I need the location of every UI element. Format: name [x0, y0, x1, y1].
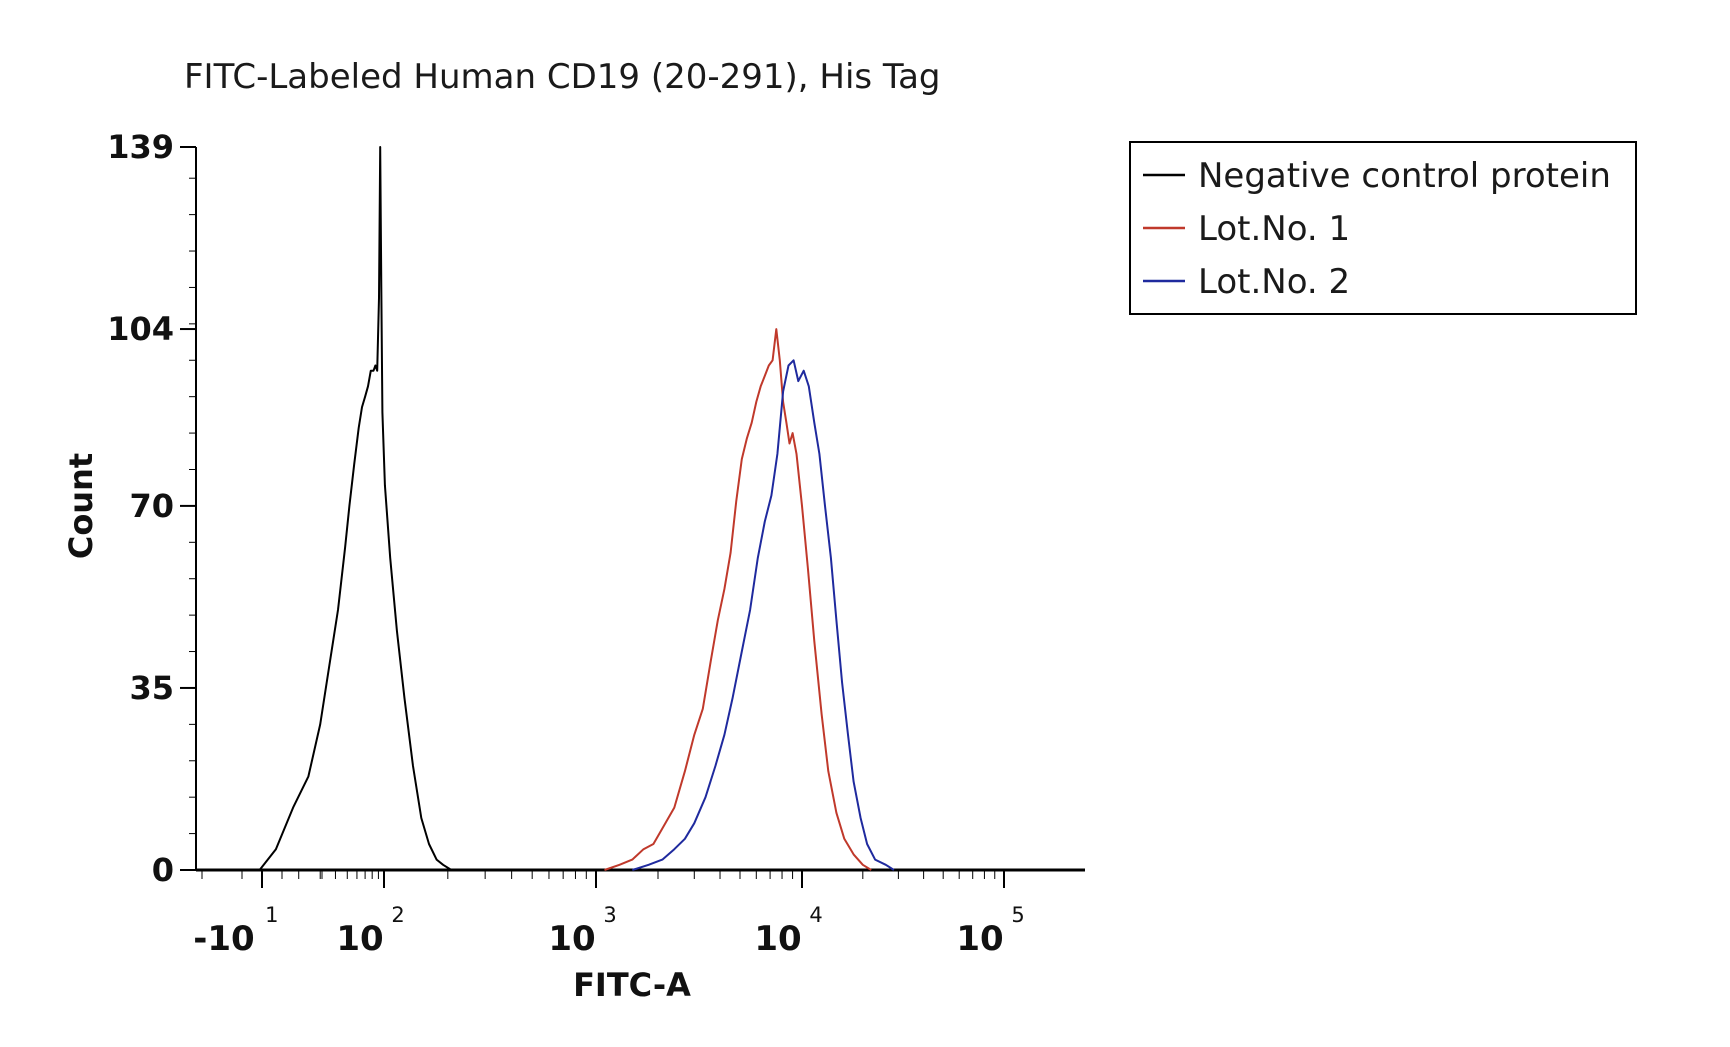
series-negative-control	[258, 146, 452, 871]
series-lot-1	[604, 328, 872, 871]
x-tick-label: 10	[336, 919, 383, 959]
x-tick-label: 10	[548, 919, 595, 959]
x-tick-label: -10	[193, 919, 254, 959]
x-tick-exponent: 3	[603, 903, 616, 927]
series-lot-2	[631, 359, 895, 871]
y-axis-label: Count	[62, 453, 100, 559]
series-lines	[258, 146, 895, 871]
x-tick-exponent: 5	[1011, 903, 1024, 927]
x-tick-exponent: 2	[391, 903, 404, 927]
y-tick-label: 0	[152, 851, 174, 889]
chart-title: FITC-Labeled Human CD19 (20-291), His Ta…	[184, 57, 940, 97]
x-tick-exponent: 1	[265, 903, 278, 927]
y-tick-label: 70	[129, 487, 174, 525]
x-axis-label: FITC-A	[573, 966, 691, 1004]
legend-label-lot-2: Lot.No. 2	[1198, 262, 1350, 302]
legend-label-lot-1: Lot.No. 1	[1198, 209, 1350, 249]
x-tick-label: 10	[754, 919, 801, 959]
y-tick-label: 139	[107, 128, 174, 166]
legend-box	[1129, 141, 1637, 315]
x-tick-exponent: 4	[809, 903, 822, 927]
legend-label-negative-control: Negative control protein	[1198, 156, 1611, 196]
legend: Negative control protein Lot.No. 1 Lot.N…	[1129, 141, 1637, 315]
y-tick-label: 104	[107, 310, 174, 348]
y-tick-label: 35	[129, 669, 174, 707]
x-tick-label: 10	[956, 919, 1003, 959]
